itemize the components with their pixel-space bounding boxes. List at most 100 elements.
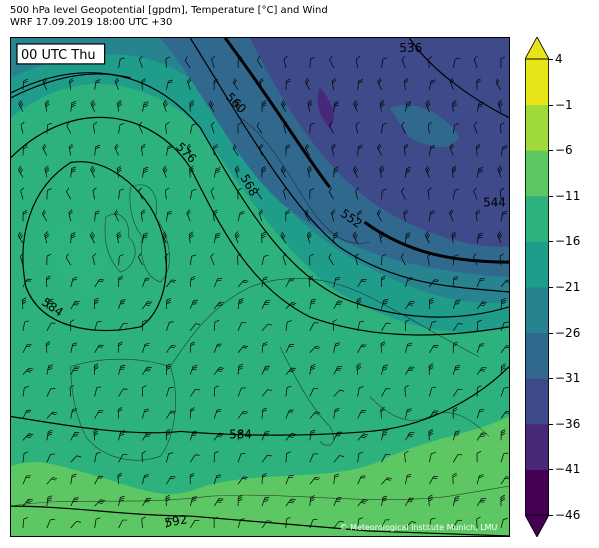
wind-barb [22, 278, 32, 288]
wind-barb [357, 278, 367, 288]
wind-barb [166, 345, 176, 353]
wind-barb [142, 277, 150, 288]
wind-barb [261, 342, 268, 353]
wind-barb [429, 476, 439, 485]
wind-barb [356, 363, 362, 375]
wind-barb [280, 231, 287, 244]
colorbar-tick-label: −36 [555, 416, 581, 431]
field-green-core [30, 217, 110, 302]
coast-north-europe [170, 278, 480, 367]
wind-barb [142, 408, 150, 419]
wind-barb [118, 341, 123, 353]
wind-barb [405, 232, 411, 244]
wind-barb [333, 497, 342, 507]
wind-barb [500, 363, 506, 375]
wind-barb [381, 275, 386, 288]
colorbar-band [525, 150, 549, 197]
wind-barb [309, 411, 321, 419]
colorbar-tick-mark [549, 469, 553, 471]
wind-barb [261, 254, 269, 266]
wind-barb [428, 363, 434, 375]
wind-barb [141, 78, 146, 90]
colorbar-extend-max [525, 37, 549, 60]
wind-barb [428, 79, 436, 90]
wind-barb [405, 277, 413, 288]
wind-barb [190, 323, 201, 332]
wind-barb [142, 232, 148, 244]
wind-barb [427, 253, 432, 266]
wind-barb [69, 78, 74, 90]
colorbar-band [525, 378, 549, 425]
contour-584-closed [22, 161, 167, 332]
wind-barb [285, 320, 292, 331]
wind-barb [142, 343, 150, 353]
wind-barb [500, 476, 509, 485]
colorbar-frame [525, 58, 549, 516]
wind-barb [116, 231, 122, 244]
wind-barb [331, 143, 336, 156]
wind-barb [500, 452, 509, 463]
wind-barb [213, 343, 222, 353]
wind-barb [333, 520, 344, 529]
wind-barb [22, 210, 28, 222]
wind-barb [452, 472, 457, 485]
field-very-cold-patch [317, 87, 334, 128]
wind-barb [237, 387, 246, 397]
wind-barb [22, 433, 34, 441]
wind-barb [401, 187, 406, 200]
wind-barb [237, 122, 243, 134]
wind-barb [285, 516, 291, 529]
wind-barb [22, 475, 31, 485]
wind-barb [283, 56, 288, 68]
wind-barb [237, 476, 248, 485]
wind-barb [93, 428, 99, 441]
wind-barb [189, 496, 198, 507]
wind-barb [428, 144, 436, 156]
wind-barb [46, 388, 56, 397]
wind-barb [90, 165, 96, 178]
wind-barb [208, 100, 215, 112]
wind-barb [213, 232, 221, 244]
wind-barb [258, 209, 264, 222]
wind-barb [306, 231, 312, 244]
wind-barb [309, 345, 321, 353]
wind-barb [333, 389, 345, 397]
wind-barb [22, 498, 34, 507]
wind-barb [261, 431, 270, 441]
wind-barb [428, 428, 434, 441]
wind-barb [236, 253, 242, 266]
wind-barb [213, 409, 222, 419]
wind-barb [235, 99, 241, 112]
wind-barb [282, 187, 287, 200]
wind-barb [162, 231, 168, 244]
credit-text: © Meteorological Institute Munich, LMU [340, 523, 498, 532]
wind-barb [46, 453, 56, 463]
wind-barb [309, 253, 314, 266]
wind-barb [425, 99, 431, 112]
wind-barb [232, 144, 239, 156]
colorbar-band [525, 241, 549, 288]
colorbar-extend-min [525, 514, 549, 537]
wind-barb [261, 323, 273, 332]
wind-barb [332, 319, 337, 331]
colorbar-tick-mark [549, 59, 553, 60]
wind-barb [285, 475, 294, 485]
wind-barb [141, 450, 147, 463]
wind-barb [381, 430, 388, 441]
wind-barb [424, 231, 430, 244]
wind-barb [259, 77, 264, 90]
wind-barb [45, 341, 51, 353]
wind-barb [331, 209, 336, 222]
wind-barb [380, 341, 386, 353]
wind-barb [476, 450, 482, 463]
wind-barb [405, 301, 415, 310]
wind-barb [357, 451, 364, 463]
wind-barb [17, 231, 24, 244]
map-canvas: 536 544 552 560 568 576 584 584 592 00 U… [11, 38, 509, 536]
wind-barb [118, 188, 124, 200]
wind-barb [476, 167, 484, 178]
wind-barb [140, 209, 146, 222]
wind-barb [357, 386, 364, 397]
wind-barb [476, 366, 487, 375]
wind-barb [237, 494, 243, 507]
